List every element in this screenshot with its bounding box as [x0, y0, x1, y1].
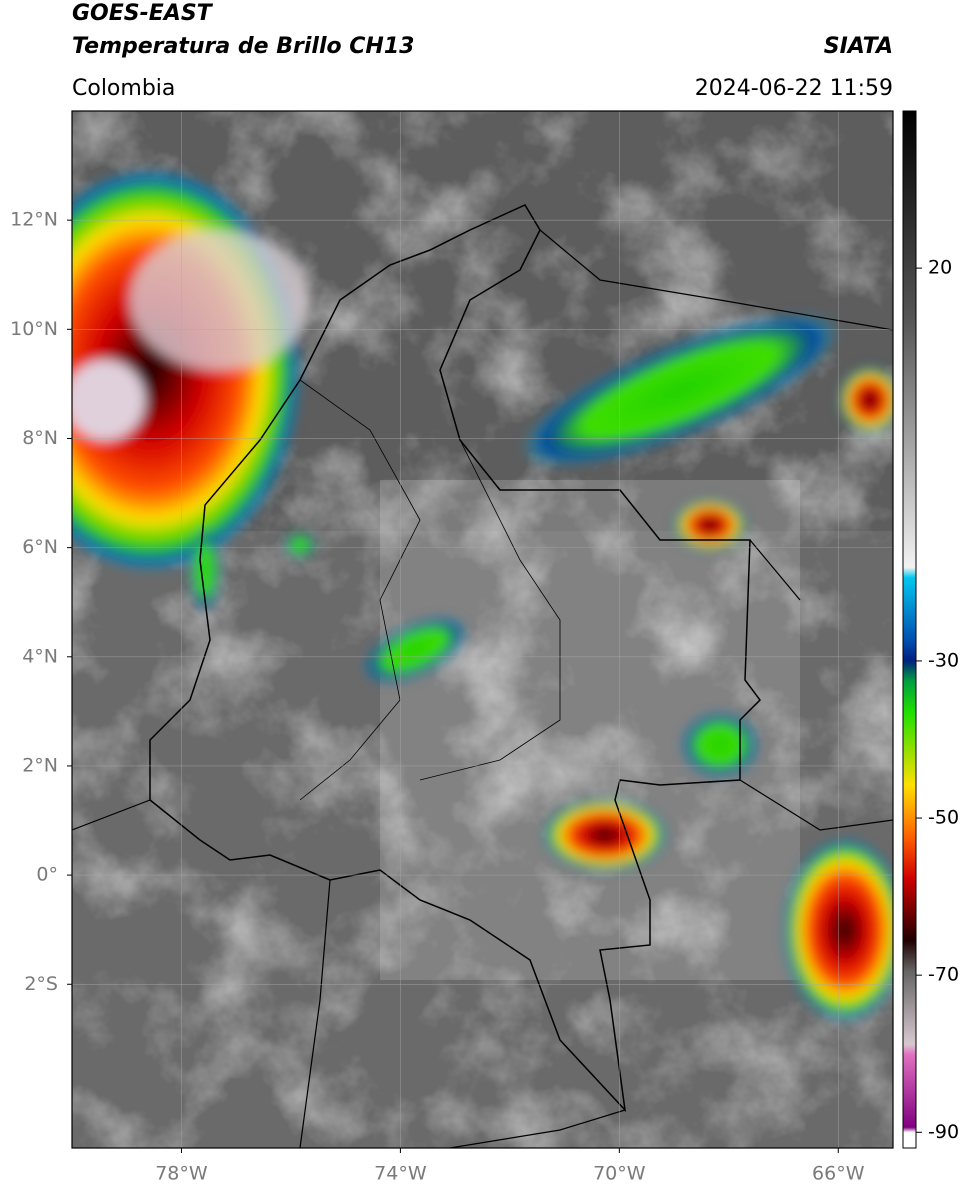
source: SIATA [824, 34, 893, 59]
x-tick-label: 66°W [812, 1163, 865, 1185]
y-tick-label: 6°N [22, 536, 58, 558]
y-tick-label: 2°S [24, 973, 58, 995]
grid [72, 111, 893, 1148]
datetime: 2024-06-22 11:59 [695, 76, 893, 101]
region: Colombia [72, 76, 175, 101]
y-tick-label: 0° [36, 864, 58, 886]
x-tick-label: 70°W [593, 1163, 646, 1185]
colorbar-tick-label: -70 [928, 964, 959, 986]
y-tick-label: 10°N [10, 318, 58, 340]
colorbar [902, 110, 917, 1149]
colorbar-tick-label: -30 [928, 649, 959, 671]
x-tick-label: 78°W [155, 1163, 208, 1185]
map-image [72, 111, 893, 1148]
y-tick-label: 4°N [22, 645, 58, 667]
y-tick-label: 8°N [22, 427, 58, 449]
y-tick-label: 2°N [22, 754, 58, 776]
subtitle: Temperatura de Brillo CH13 [72, 34, 414, 59]
y-tick-label: 12°N [10, 209, 58, 231]
x-tick-label: 74°W [374, 1163, 427, 1185]
map-frame [71, 110, 894, 1149]
colorbar-tick-label: -90 [928, 1121, 959, 1143]
title: GOES-EAST [72, 1, 214, 26]
colorbar-tick-label: 20 [928, 257, 952, 279]
colorbar-tick-label: -50 [928, 807, 959, 829]
